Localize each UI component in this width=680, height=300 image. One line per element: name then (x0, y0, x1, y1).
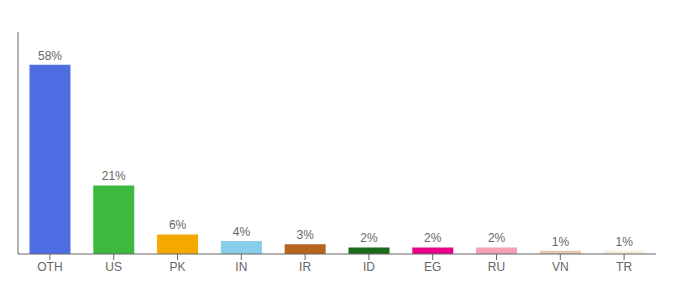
svg-text:3%: 3% (297, 228, 315, 242)
svg-text:US: US (105, 260, 122, 274)
svg-text:EG: EG (424, 260, 441, 274)
svg-text:IR: IR (299, 260, 311, 274)
svg-text:PK: PK (169, 260, 185, 274)
svg-text:1%: 1% (552, 235, 570, 249)
svg-text:58%: 58% (38, 49, 62, 63)
svg-text:VN: VN (552, 260, 569, 274)
svg-text:RU: RU (488, 260, 505, 274)
svg-text:21%: 21% (102, 169, 126, 183)
svg-text:OTH: OTH (37, 260, 62, 274)
svg-text:1%: 1% (616, 235, 634, 249)
svg-text:2%: 2% (424, 231, 442, 245)
svg-text:2%: 2% (488, 231, 506, 245)
svg-text:TR: TR (616, 260, 632, 274)
svg-text:2%: 2% (360, 231, 378, 245)
svg-text:ID: ID (363, 260, 375, 274)
svg-text:6%: 6% (169, 218, 187, 232)
svg-text:IN: IN (235, 260, 247, 274)
svg-text:4%: 4% (233, 225, 251, 239)
